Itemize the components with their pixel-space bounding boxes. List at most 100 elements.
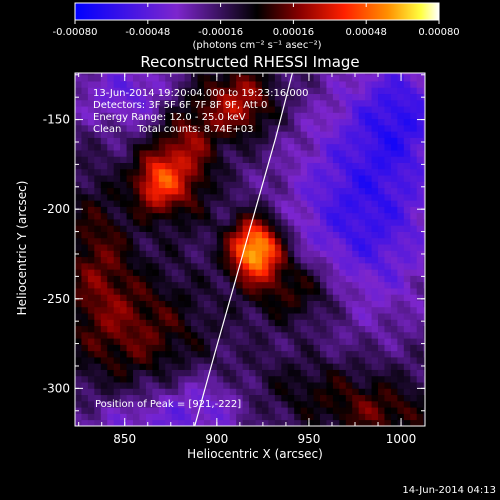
heatmap-cell [332, 375, 340, 383]
heatmap-cell [249, 319, 256, 327]
heatmap-cell [191, 350, 198, 358]
heatmap-cell [133, 344, 140, 352]
heatmap-cell [139, 143, 147, 151]
heatmap-cell [165, 413, 173, 421]
heatmap-cell [139, 162, 147, 170]
heatmap-cell [326, 338, 334, 345]
heatmap-cell [416, 87, 424, 95]
heatmap-cell [145, 363, 153, 370]
heatmap-cell [133, 74, 140, 82]
heatmap-cell [358, 388, 366, 396]
heatmap-cell [416, 118, 424, 126]
heatmap-cell [81, 407, 89, 414]
heatmap-cell [94, 137, 102, 145]
heatmap-cell [410, 306, 418, 314]
heatmap-cell [358, 331, 366, 339]
heatmap-cell [100, 300, 108, 308]
heatmap-cell [358, 150, 366, 157]
heatmap-cell [81, 99, 89, 107]
heatmap-cell [94, 106, 102, 113]
heatmap-cell [339, 382, 347, 389]
heatmap-cell [100, 256, 108, 264]
heatmap-cell [165, 87, 173, 95]
heatmap-cell [191, 244, 198, 251]
heatmap-cell [81, 131, 89, 138]
heatmap-cell [120, 124, 127, 132]
heatmap-cell [191, 162, 198, 170]
heatmap-cell [313, 394, 321, 402]
heatmap-cell [384, 231, 392, 239]
heatmap-cell [203, 131, 211, 138]
heatmap-cell [416, 193, 424, 201]
heatmap-cell [345, 338, 353, 345]
heatmap-cell [358, 319, 366, 327]
heatmap-cell [87, 244, 95, 251]
heatmap-cell [320, 219, 327, 226]
heatmap-cell [307, 363, 314, 370]
heatmap-cell [320, 413, 327, 421]
heatmap-cell [300, 300, 308, 308]
heatmap-cell [171, 156, 179, 163]
heatmap-cell [365, 200, 372, 207]
heatmap-cell [139, 269, 147, 276]
heatmap-cell [191, 256, 198, 264]
heatmap-cell [268, 338, 276, 345]
heatmap-cell [268, 156, 276, 163]
heatmap-cell [352, 269, 360, 276]
heatmap-cell [352, 156, 360, 163]
heatmap-cell [87, 313, 95, 320]
heatmap-cell [94, 400, 102, 408]
heatmap-cell [345, 237, 353, 245]
heatmap-cell [120, 325, 127, 333]
heatmap-cell [113, 237, 121, 245]
heatmap-cell [210, 150, 218, 157]
heatmap-cell [410, 181, 418, 189]
heatmap-cell [365, 124, 372, 132]
heatmap-cell [352, 319, 360, 327]
heatmap-cell [345, 206, 353, 214]
heatmap-cell [87, 219, 95, 226]
heatmap-cell [178, 225, 186, 232]
heatmap-cell [107, 231, 115, 239]
heatmap-cell [313, 143, 321, 151]
heatmap-cell [403, 313, 411, 320]
heatmap-cell [178, 81, 186, 88]
heatmap-cell [371, 193, 379, 201]
heatmap-cell [365, 143, 372, 151]
heatmap-cell [120, 363, 127, 370]
heatmap-cell [210, 212, 218, 220]
heatmap-cell [384, 375, 392, 383]
heatmap-cell [94, 413, 102, 421]
heatmap-cell [410, 419, 418, 426]
heatmap-cell [236, 288, 244, 295]
heatmap-cell [229, 363, 237, 370]
heatmap-cell [229, 225, 237, 232]
heatmap-cell [365, 193, 372, 201]
heatmap-cell [352, 325, 360, 333]
heatmap-cell [326, 219, 334, 226]
heatmap-cell [378, 231, 385, 239]
heatmap-cell [345, 325, 353, 333]
heatmap-cell [229, 281, 237, 289]
heatmap-cell [229, 288, 237, 295]
heatmap-cell [171, 187, 179, 195]
heatmap-cell [165, 131, 173, 138]
heatmap-cell [313, 212, 321, 220]
heatmap-cell [100, 294, 108, 301]
heatmap-cell [113, 175, 121, 182]
heatmap-cell [75, 400, 82, 408]
heatmap-cell [287, 400, 295, 408]
heatmap-cell [165, 388, 173, 396]
heatmap-cell [345, 193, 353, 201]
heatmap-cell [113, 124, 121, 132]
heatmap-cell [216, 168, 224, 176]
heatmap-cell [281, 369, 289, 377]
heatmap-cell [139, 313, 147, 320]
heatmap-cell [268, 407, 276, 414]
heatmap-cell [313, 231, 321, 239]
heatmap-cell [358, 87, 366, 95]
heatmap-cell [216, 369, 224, 377]
heatmap-cell [216, 244, 224, 251]
heatmap-cell [216, 325, 224, 333]
heatmap-cell [268, 225, 276, 232]
